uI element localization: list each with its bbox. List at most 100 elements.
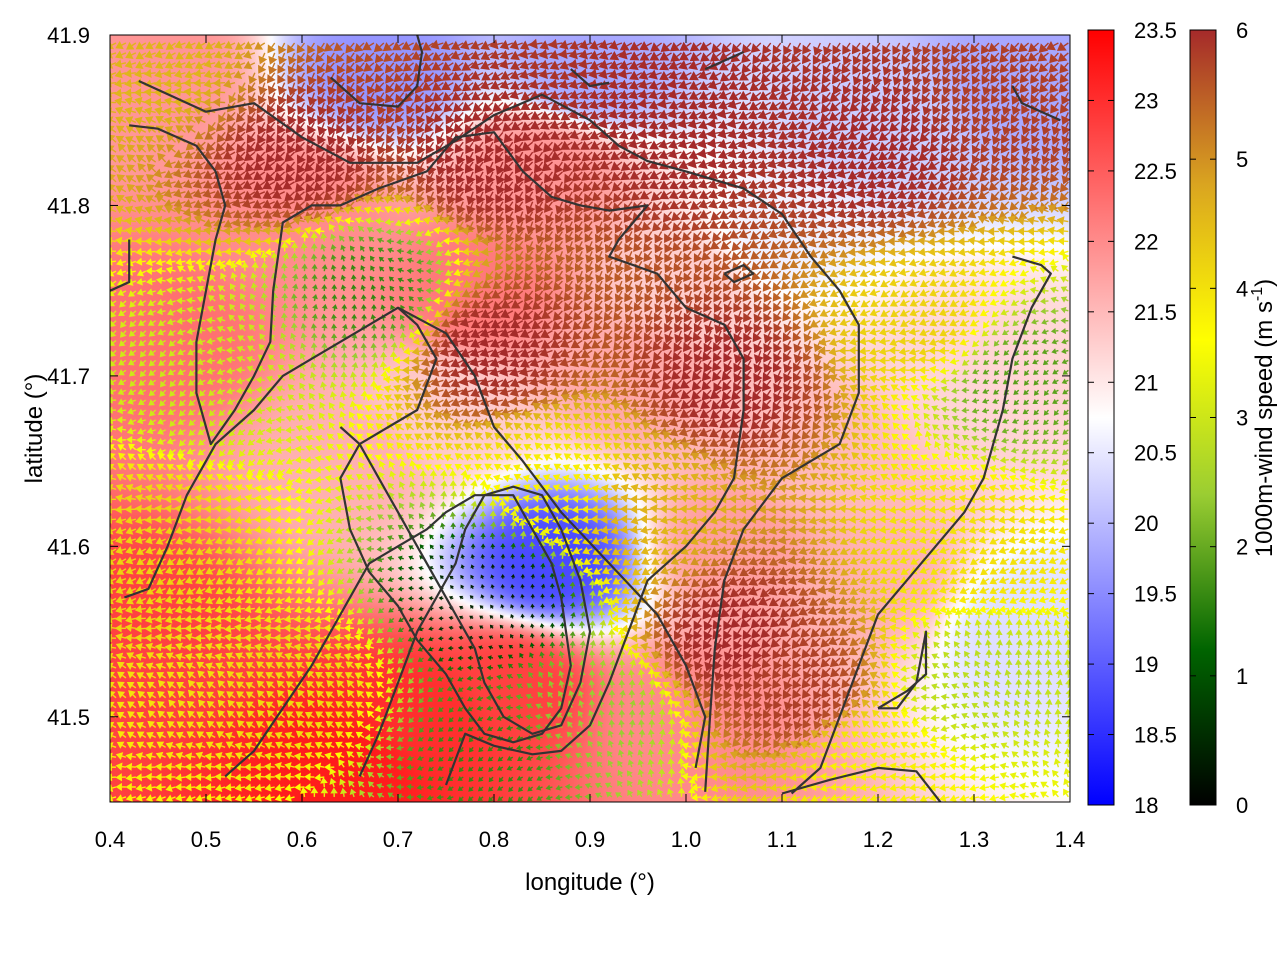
wind-arrow [840, 92, 851, 104]
wind-arrow [667, 78, 682, 90]
wind-arrow [213, 78, 226, 88]
wind-arrow [1048, 62, 1059, 73]
wind-arrow [213, 69, 226, 79]
wind-arrow [510, 60, 524, 71]
wind-arrow [114, 69, 127, 79]
wind-arrow [193, 68, 206, 78]
wind-arrow [921, 62, 931, 75]
wind-arrow [452, 62, 464, 72]
wind-arrow [163, 68, 176, 78]
wind-arrow [362, 41, 375, 51]
wind-arrow [758, 91, 772, 101]
wind-arrow [608, 98, 623, 109]
wind-arrow [783, 42, 793, 56]
wind-arrow [234, 51, 246, 60]
wind-arrow [346, 72, 356, 85]
wind-arrow [482, 101, 494, 112]
wind-arrow [183, 87, 196, 97]
wind-arrow [154, 50, 166, 59]
wind-arrow [441, 71, 454, 81]
wind-arrow [258, 62, 267, 74]
wind-arrow [598, 68, 613, 80]
wind-arrow [1061, 92, 1070, 105]
wind-arrow [829, 92, 841, 102]
wind-arrow [942, 82, 952, 96]
wind-arrow [971, 92, 981, 105]
wind-arrow [277, 92, 288, 106]
wind-arrow [578, 49, 593, 60]
wind-arrow [579, 89, 593, 100]
wind-arrow [649, 51, 662, 61]
wind-arrow [1011, 72, 1021, 85]
wind-arrow [821, 72, 831, 84]
wind-arrow [384, 92, 395, 104]
wind-arrow [698, 90, 712, 101]
wind-arrow [932, 62, 942, 75]
wind-arrow [406, 102, 416, 115]
wind-arrow [1038, 42, 1049, 53]
wind-arrow [792, 72, 802, 85]
wind-arrow [422, 52, 434, 62]
wind-arrow [832, 82, 842, 95]
wind-arrow [699, 41, 712, 51]
wind-arrow [608, 79, 623, 90]
wind-arrow [678, 90, 692, 100]
wind-arrow [688, 90, 702, 101]
wind-arrow [772, 42, 782, 55]
wind-arrow [403, 82, 415, 92]
wind-arrow [402, 62, 415, 72]
wind-arrow [569, 40, 583, 51]
wind-arrow [882, 62, 893, 76]
wind-arrow [175, 51, 186, 60]
wind-arrow [881, 52, 891, 65]
wind-arrow [648, 69, 662, 80]
wind-arrow [403, 92, 415, 103]
wind-arrow [971, 62, 981, 75]
wind-arrow [809, 92, 821, 102]
wind-arrow [861, 42, 871, 55]
wind-arrow [961, 52, 971, 65]
wind-arrow [114, 59, 127, 69]
wind-arrow [519, 80, 533, 90]
wind-arrow [317, 102, 328, 116]
wind-arrow [549, 70, 563, 80]
wind-arrow [453, 102, 464, 113]
wind-arrow [618, 60, 633, 70]
wind-arrow [144, 50, 156, 59]
wind-arrow [801, 52, 812, 65]
wind-arrow [852, 92, 862, 105]
wind-arrow [952, 72, 962, 86]
wind-arrow [558, 79, 573, 90]
wind-arrow [490, 80, 504, 90]
wind-arrow [442, 91, 454, 102]
wind-arrow [267, 82, 277, 95]
wind-arrow [237, 92, 246, 104]
wind-arrow [697, 69, 712, 80]
wind-arrow [143, 68, 156, 78]
wind-arrow [832, 42, 842, 55]
wind-arrow [862, 52, 872, 65]
wind-arrow [277, 82, 288, 96]
wind-arrow [578, 58, 593, 70]
wind-arrow [414, 92, 425, 103]
wind-arrow [529, 60, 543, 70]
wind-arrow [758, 81, 772, 91]
wind-arrow [441, 51, 454, 61]
wind-arrow [212, 87, 226, 97]
wind-arrow [1000, 82, 1010, 95]
wind-arrow [1040, 92, 1050, 104]
wind-arrow [559, 90, 573, 100]
wind-arrow [432, 101, 444, 112]
wind-arrow [471, 81, 484, 91]
wind-arrow [902, 82, 913, 96]
wind-arrow [135, 51, 147, 60]
wind-arrow [872, 52, 882, 65]
wind-arrow [365, 72, 375, 84]
wind-arrow [228, 92, 237, 104]
wind-arrow [781, 82, 792, 94]
wind-arrow [323, 42, 335, 52]
wind-arrow [277, 72, 286, 84]
wind-arrow [832, 62, 843, 76]
wind-arrow [374, 82, 385, 93]
wind-arrow [821, 92, 831, 104]
